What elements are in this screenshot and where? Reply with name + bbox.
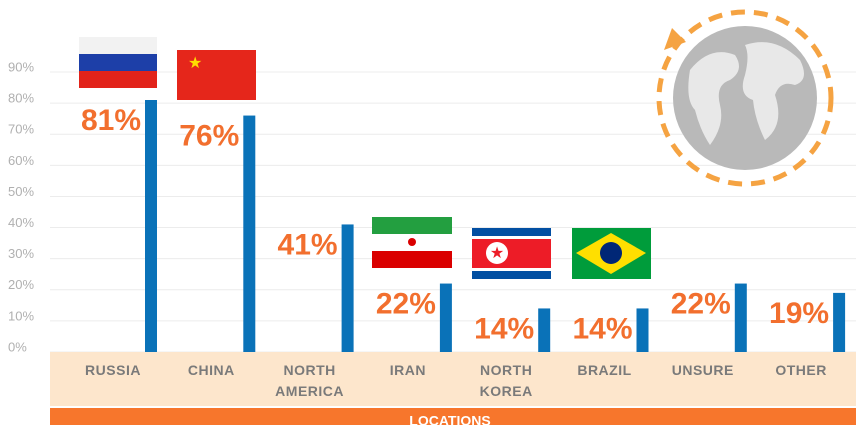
x-tick-label: NORTH KOREA <box>479 362 533 399</box>
globe-icon <box>656 9 834 187</box>
bar <box>243 115 256 352</box>
bar <box>341 224 354 352</box>
data-label: 22% <box>376 287 436 320</box>
x-tick-label: CHINA <box>187 362 235 378</box>
x-tick-label: IRAN <box>389 362 426 378</box>
y-tick-label: 80% <box>8 91 34 106</box>
bar <box>439 283 452 352</box>
north-korea-flag: ★ <box>472 228 551 279</box>
bar <box>833 292 846 352</box>
bar <box>538 308 551 352</box>
svg-text:★: ★ <box>188 55 202 72</box>
svg-text:★: ★ <box>490 245 504 262</box>
data-label: 22% <box>671 287 731 320</box>
data-label: 14% <box>572 312 632 345</box>
y-tick-label: 90% <box>8 59 34 74</box>
x-tick-label: OTHER <box>775 362 827 378</box>
bar <box>636 308 649 352</box>
x-tick-label: RUSSIA <box>85 362 141 378</box>
y-tick-label: 70% <box>8 122 34 137</box>
bar <box>734 283 747 352</box>
y-tick-label: 30% <box>8 246 34 261</box>
y-tick-label: 10% <box>8 308 34 323</box>
x-tick-label: NORTH AMERICA <box>275 362 345 399</box>
data-label: 19% <box>769 297 829 330</box>
axis-band <box>50 408 856 425</box>
y-tick-label: 50% <box>8 184 34 199</box>
russia-flag <box>79 37 157 88</box>
bar <box>145 100 157 352</box>
x-axis-label: LOCATIONS <box>409 413 490 425</box>
data-label: 14% <box>474 312 534 345</box>
y-tick-label: 40% <box>8 215 34 230</box>
x-tick-label: UNSURE <box>671 362 734 378</box>
y-tick-label: 60% <box>8 153 34 168</box>
data-label: 81% <box>81 104 141 137</box>
y-tick-label: 0% <box>8 339 27 354</box>
iran-flag <box>372 217 452 268</box>
x-tick-label: BRAZIL <box>577 362 632 378</box>
data-label: 76% <box>179 119 239 152</box>
category-band <box>50 352 856 406</box>
data-label: 41% <box>278 228 338 261</box>
y-tick-label: 20% <box>8 277 34 292</box>
china-flag: ★ <box>177 50 256 100</box>
brazil-flag <box>572 228 651 279</box>
